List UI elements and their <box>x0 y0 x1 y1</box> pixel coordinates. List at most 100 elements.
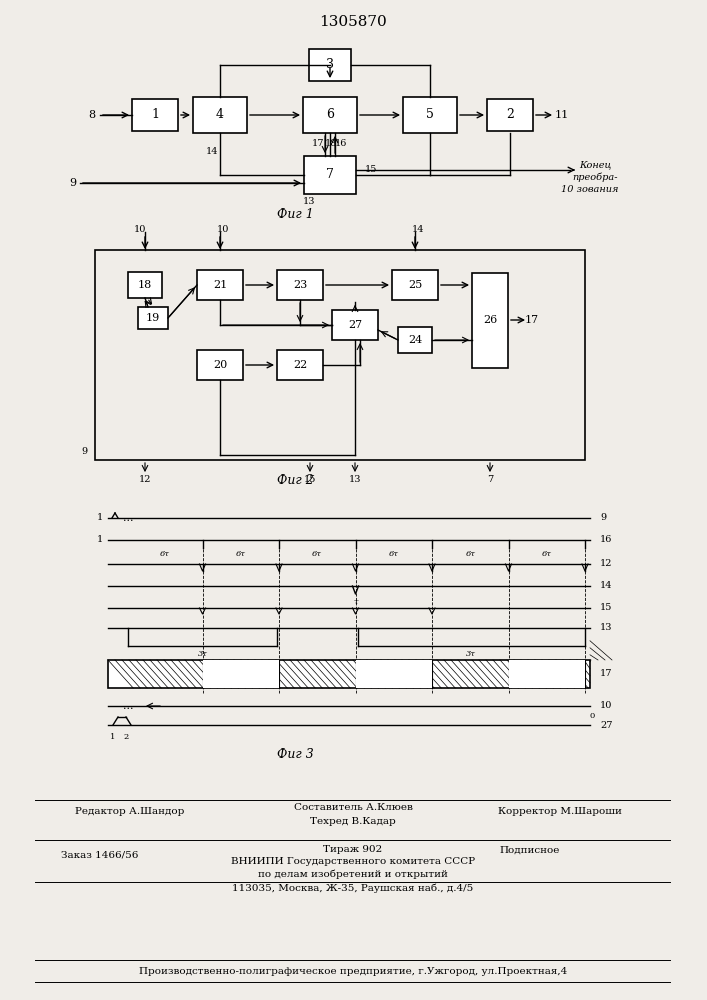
Text: 5: 5 <box>426 108 434 121</box>
Text: Фиг 1: Фиг 1 <box>276 209 313 222</box>
Text: Техред В.Кадар: Техред В.Кадар <box>310 818 396 826</box>
Bar <box>128 272 162 298</box>
Text: 21: 21 <box>213 280 227 290</box>
Text: 14: 14 <box>411 226 424 234</box>
Bar <box>332 310 378 340</box>
Bar <box>132 99 178 131</box>
Text: 10: 10 <box>600 702 612 710</box>
Bar <box>487 99 533 131</box>
Text: Редактор А.Шандор: Редактор А.Шандор <box>76 808 185 816</box>
Text: 19: 19 <box>146 313 160 323</box>
Text: 11: 11 <box>555 110 569 120</box>
Text: 3τ: 3τ <box>197 650 207 658</box>
Bar <box>277 270 323 300</box>
Text: 18: 18 <box>138 280 152 290</box>
Text: 9: 9 <box>81 448 87 456</box>
Text: 16: 16 <box>600 536 612 544</box>
Text: 6: 6 <box>326 108 334 121</box>
Text: 3: 3 <box>326 58 334 72</box>
Text: 4: 4 <box>216 108 224 121</box>
Text: 1: 1 <box>97 536 103 544</box>
Text: преобра-: преобра- <box>572 172 618 182</box>
Bar <box>108 660 590 688</box>
Bar <box>303 97 357 133</box>
Text: 3τ: 3τ <box>466 650 477 658</box>
Text: 6τ: 6τ <box>235 550 246 558</box>
Text: 13: 13 <box>349 476 361 485</box>
Bar <box>403 97 457 133</box>
Text: 10: 10 <box>217 226 229 234</box>
Bar <box>202 660 279 688</box>
Text: ...: ... <box>123 513 133 523</box>
Text: 10 зования: 10 зования <box>561 184 619 194</box>
Text: 13: 13 <box>303 198 315 207</box>
Text: 14: 14 <box>600 582 612 590</box>
Bar <box>197 350 243 380</box>
Bar <box>309 49 351 81</box>
Text: 24: 24 <box>408 335 422 345</box>
Bar <box>398 327 432 353</box>
Text: 15: 15 <box>365 165 378 174</box>
Text: 6τ: 6τ <box>159 550 169 558</box>
Bar <box>304 156 356 194</box>
Text: 23: 23 <box>293 280 307 290</box>
Text: Производственно-полиграфическое предприятие, г.Ужгород, ул.Проектная,4: Производственно-полиграфическое предприя… <box>139 966 567 976</box>
Text: 9: 9 <box>600 514 606 522</box>
Text: 8: 8 <box>88 110 95 120</box>
Text: 20: 20 <box>213 360 227 370</box>
Bar <box>356 660 432 688</box>
Text: 27: 27 <box>348 320 362 330</box>
Text: ...: ... <box>123 701 133 711</box>
Text: 13: 13 <box>600 624 612 633</box>
Text: 2: 2 <box>124 733 129 741</box>
Text: Корректор М.Шароши: Корректор М.Шароши <box>498 808 622 816</box>
Text: 1: 1 <box>110 733 116 741</box>
Text: 26: 26 <box>483 315 497 325</box>
Text: 14: 14 <box>206 146 218 155</box>
Text: 9: 9 <box>69 178 76 188</box>
Bar <box>193 97 247 133</box>
Text: 17: 17 <box>312 138 325 147</box>
Text: 7: 7 <box>487 476 493 485</box>
Text: ВНИИПИ Государственного комитета СССР: ВНИИПИ Государственного комитета СССР <box>231 857 475 866</box>
Text: τ: τ <box>354 598 358 606</box>
Text: 6τ: 6τ <box>389 550 399 558</box>
Text: 6τ: 6τ <box>542 550 551 558</box>
Bar <box>277 350 323 380</box>
Text: 12: 12 <box>600 560 612 568</box>
Text: 6τ: 6τ <box>465 550 475 558</box>
Bar <box>197 270 243 300</box>
Bar <box>472 272 508 367</box>
Text: 15: 15 <box>600 603 612 612</box>
Text: по делам изобретений и открытий: по делам изобретений и открытий <box>258 869 448 879</box>
Bar <box>508 660 585 688</box>
Bar <box>95 250 585 460</box>
Text: Составитель А.Клюев: Составитель А.Клюев <box>293 804 412 812</box>
Text: 16: 16 <box>335 138 347 147</box>
Text: 113035, Москва, Ж-35, Раушская наб., д.4/5: 113035, Москва, Ж-35, Раушская наб., д.4… <box>233 883 474 893</box>
Text: 18: 18 <box>325 138 337 147</box>
Text: 17: 17 <box>600 670 612 678</box>
Text: Конец: Конец <box>579 160 611 169</box>
Text: Тираж 902: Тираж 902 <box>323 846 382 854</box>
Text: Фиг 3: Фиг 3 <box>276 748 313 762</box>
Text: 1: 1 <box>151 108 159 121</box>
Text: 2: 2 <box>506 108 514 121</box>
Text: 17: 17 <box>525 315 539 325</box>
Text: 25: 25 <box>408 280 422 290</box>
Text: Фиг 2: Фиг 2 <box>276 474 313 487</box>
Text: Заказ 1466/56: Заказ 1466/56 <box>62 850 139 859</box>
Text: Подписное: Подписное <box>500 846 560 854</box>
Text: 15: 15 <box>304 476 316 485</box>
Text: 1: 1 <box>97 514 103 522</box>
Text: 10: 10 <box>134 226 146 234</box>
Text: 7: 7 <box>326 168 334 182</box>
Text: 12: 12 <box>139 476 151 485</box>
Text: 0: 0 <box>590 712 595 720</box>
Text: 22: 22 <box>293 360 307 370</box>
Bar <box>392 270 438 300</box>
Bar <box>138 307 168 329</box>
Text: 27: 27 <box>600 720 612 730</box>
Text: 6τ: 6τ <box>312 550 322 558</box>
Text: 1305870: 1305870 <box>319 15 387 29</box>
